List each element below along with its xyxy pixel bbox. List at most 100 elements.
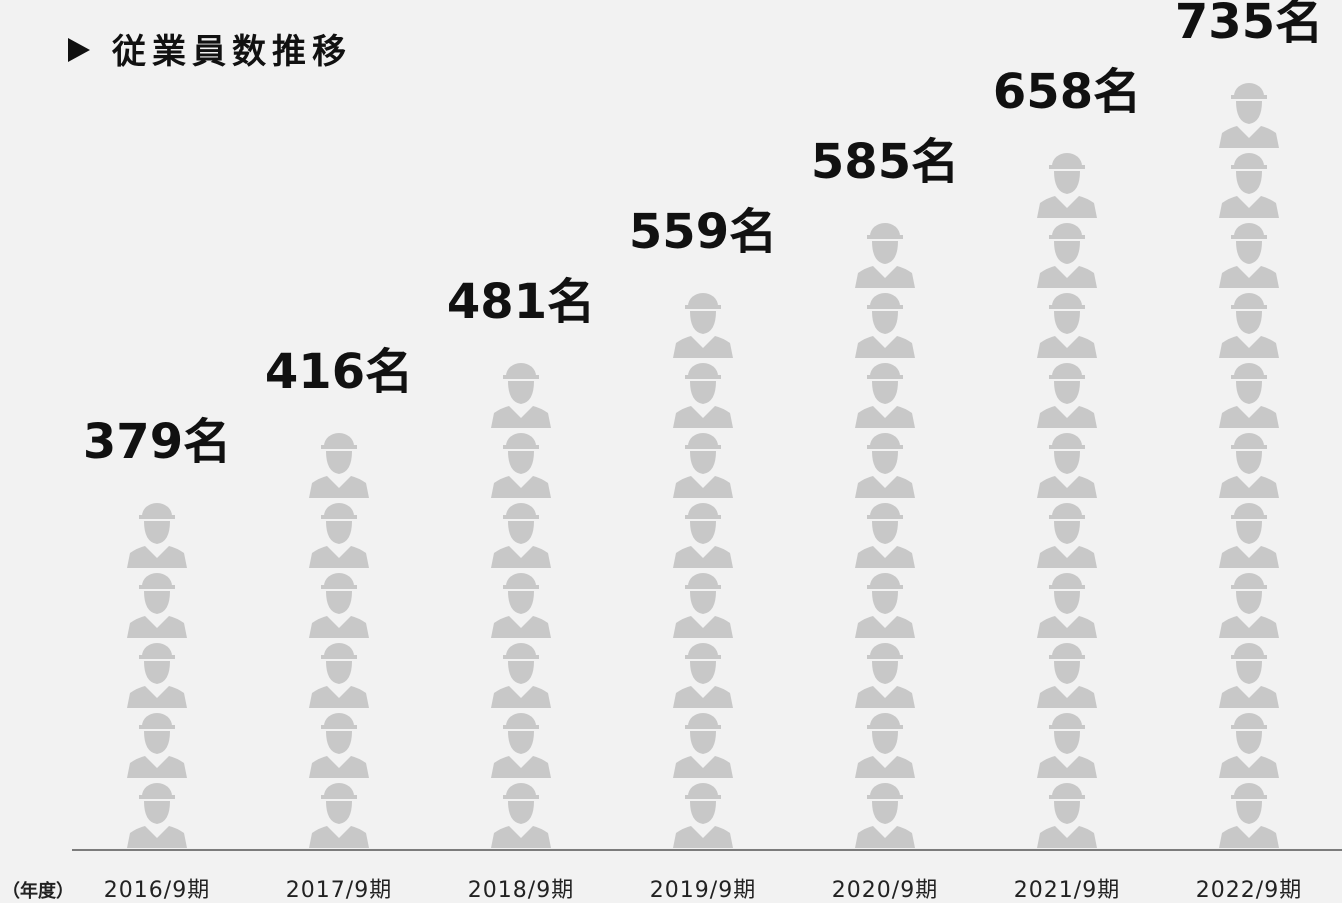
icon-body: [1219, 336, 1279, 358]
icon-brim: [1231, 445, 1267, 449]
icon-body: [127, 686, 187, 708]
icon-brim: [1231, 585, 1267, 589]
icon-helmet: [506, 573, 536, 586]
worker-icon: [491, 643, 551, 708]
icon-helmet: [324, 433, 354, 446]
x-tick-label: 2021/9期: [1014, 878, 1120, 903]
worker-icon: [1037, 573, 1097, 638]
icon-face: [1236, 451, 1262, 474]
icon-face: [690, 661, 716, 684]
icon-helmet: [1234, 223, 1264, 236]
icon-brim: [139, 655, 175, 659]
icon-face: [872, 451, 898, 474]
icon-helmet: [324, 783, 354, 796]
icon-helmet: [1234, 643, 1264, 656]
icon-body: [673, 336, 733, 358]
icon-helmet: [688, 643, 718, 656]
icon-brim: [685, 585, 721, 589]
worker-icon: [309, 713, 369, 778]
icon-face: [144, 591, 170, 614]
icon-helmet: [1234, 783, 1264, 796]
icon-body: [1037, 266, 1097, 288]
icon-body: [127, 756, 187, 778]
icon-brim: [139, 725, 175, 729]
icon-brim: [1049, 375, 1085, 379]
worker-icon: [127, 783, 187, 848]
worker-icon: [491, 573, 551, 638]
worker-icon: [1037, 153, 1097, 218]
icon-brim: [1049, 515, 1085, 519]
worker-icon: [855, 503, 915, 568]
icon-helmet: [1052, 643, 1082, 656]
worker-icon: [1219, 643, 1279, 708]
icon-brim: [321, 585, 357, 589]
icon-body: [491, 826, 551, 848]
icon-brim: [321, 515, 357, 519]
value-label: 559名: [629, 204, 777, 260]
icon-face: [1236, 241, 1262, 264]
icon-body: [673, 616, 733, 638]
icon-face: [1054, 521, 1080, 544]
icon-helmet: [1052, 503, 1082, 516]
icon-face: [144, 521, 170, 544]
icon-helmet: [1234, 83, 1264, 96]
icon-face: [144, 731, 170, 754]
worker-icon: [673, 643, 733, 708]
icon-body: [491, 406, 551, 428]
icon-face: [872, 381, 898, 404]
icon-face: [1054, 661, 1080, 684]
icon-column: [127, 503, 187, 848]
icon-body: [309, 476, 369, 498]
icon-face: [1054, 731, 1080, 754]
icon-brim: [503, 375, 539, 379]
icon-face: [1054, 311, 1080, 334]
icon-brim: [867, 585, 903, 589]
worker-icon: [1037, 363, 1097, 428]
icon-face: [690, 591, 716, 614]
icon-brim: [685, 445, 721, 449]
icon-brim: [685, 515, 721, 519]
icon-body: [1037, 406, 1097, 428]
worker-icon: [491, 433, 551, 498]
icon-brim: [1049, 585, 1085, 589]
icon-brim: [1049, 655, 1085, 659]
icon-brim: [503, 655, 539, 659]
worker-icon: [1037, 713, 1097, 778]
icon-brim: [867, 305, 903, 309]
icon-body: [1037, 476, 1097, 498]
icon-helmet: [870, 713, 900, 726]
icon-body: [491, 686, 551, 708]
worker-icon: [673, 573, 733, 638]
icon-helmet: [1234, 433, 1264, 446]
icon-body: [855, 336, 915, 358]
icon-body: [309, 546, 369, 568]
icon-brim: [1049, 305, 1085, 309]
worker-icon: [673, 783, 733, 848]
icon-body: [1037, 616, 1097, 638]
icon-helmet: [506, 783, 536, 796]
icon-column: [673, 293, 733, 848]
icon-face: [1236, 311, 1262, 334]
icon-helmet: [506, 643, 536, 656]
x-tick-label: 2016/9期: [104, 878, 210, 903]
icon-face: [1236, 171, 1262, 194]
icon-face: [1236, 101, 1262, 124]
icon-body: [1219, 616, 1279, 638]
x-tick-label: 2017/9期: [286, 878, 392, 903]
icon-helmet: [1052, 293, 1082, 306]
icon-face: [690, 521, 716, 544]
icon-face: [690, 731, 716, 754]
icon-body: [673, 686, 733, 708]
icon-helmet: [1234, 293, 1264, 306]
worker-icon: [1219, 713, 1279, 778]
icon-brim: [685, 305, 721, 309]
icon-face: [1054, 591, 1080, 614]
icon-body: [1037, 756, 1097, 778]
icon-face: [326, 591, 352, 614]
worker-icon: [309, 643, 369, 708]
icon-brim: [867, 235, 903, 239]
icon-body: [1219, 826, 1279, 848]
icon-body: [673, 826, 733, 848]
icon-body: [855, 756, 915, 778]
icon-body: [855, 686, 915, 708]
